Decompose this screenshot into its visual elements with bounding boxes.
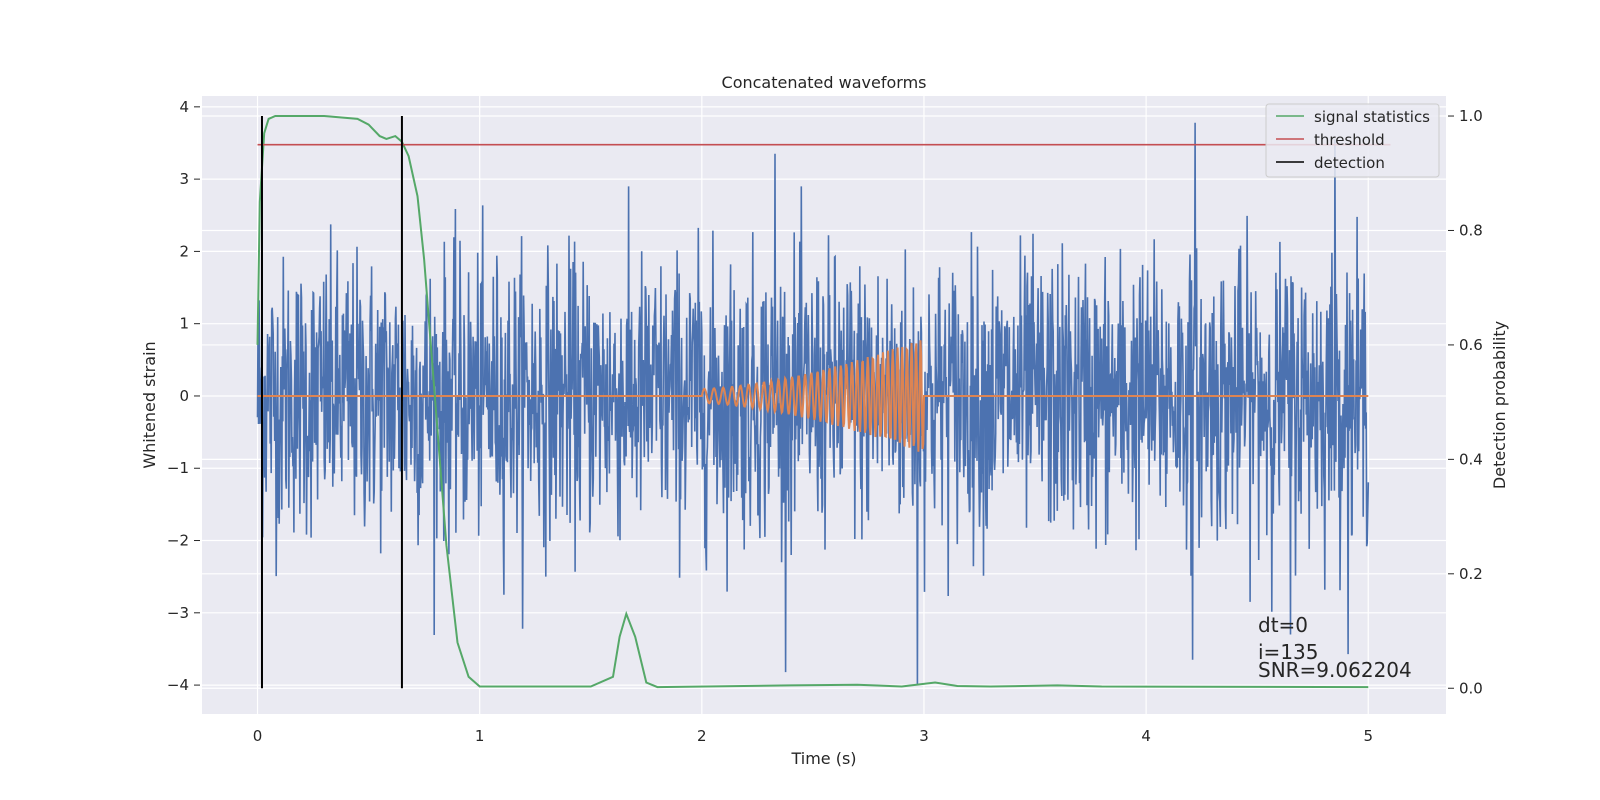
y2-tick-label: 0.4 bbox=[1459, 450, 1483, 468]
noise-series bbox=[256, 122, 1370, 686]
noise-line bbox=[256, 122, 1370, 686]
y2-tick-label: 0.8 bbox=[1459, 221, 1483, 239]
signal-statistics-series bbox=[256, 115, 1369, 689]
annotation-dt: dt=0 bbox=[1258, 613, 1308, 637]
y-tick-label: 1 bbox=[179, 315, 189, 333]
legend-label-signal-statistics: signal statistics bbox=[1314, 108, 1430, 126]
y-axis-ticks: −4 −3 −2 −1 0 1 2 3 4 bbox=[167, 98, 200, 694]
detection-series bbox=[260, 116, 403, 689]
legend-label-detection: detection bbox=[1314, 154, 1385, 172]
y-tick-label: −2 bbox=[167, 532, 189, 550]
y-tick-label: −3 bbox=[167, 604, 189, 622]
x-tick-label: 5 bbox=[1363, 727, 1373, 745]
x-axis-label: Time (s) bbox=[790, 749, 856, 768]
y-axis-label: Whitened strain bbox=[140, 341, 159, 468]
x-tick-label: 0 bbox=[253, 727, 263, 745]
x-tick-label: 3 bbox=[919, 727, 929, 745]
chirp-series bbox=[257, 340, 1369, 452]
signal-statistics-line bbox=[256, 115, 1369, 689]
legend-box bbox=[1265, 103, 1440, 178]
x-tick-label: 1 bbox=[475, 727, 485, 745]
x-axis-ticks: 0 1 2 3 4 5 bbox=[253, 727, 1373, 745]
y-tick-label: 2 bbox=[179, 242, 189, 260]
y-tick-label: −1 bbox=[167, 459, 189, 477]
y-tick-label: 0 bbox=[179, 387, 189, 405]
y-tick-label: 3 bbox=[179, 170, 189, 188]
legend: signal statistics threshold detection bbox=[1265, 103, 1440, 178]
y2-tick-label: 1.0 bbox=[1459, 107, 1483, 125]
chirp-line bbox=[257, 340, 1369, 452]
y2-tick-label: 0.2 bbox=[1459, 565, 1483, 583]
x-tick-label: 2 bbox=[697, 727, 707, 745]
y2-tick-label: 0.6 bbox=[1459, 336, 1483, 354]
x-tick-label: 4 bbox=[1141, 727, 1151, 745]
annotation-snr: SNR=9.062204 bbox=[1258, 658, 1412, 682]
annotation-i: i=135 bbox=[1258, 640, 1319, 664]
legend-label-threshold: threshold bbox=[1314, 131, 1385, 149]
y-tick-label: 4 bbox=[179, 98, 189, 116]
y2-tick-label: 0.0 bbox=[1459, 679, 1483, 697]
y2-axis-label: Detection probability bbox=[1490, 321, 1509, 489]
y-tick-label: −4 bbox=[167, 676, 189, 694]
chart-title: Concatenated waveforms bbox=[722, 73, 927, 92]
y2-axis-ticks: 0.0 0.2 0.4 0.6 0.8 1.0 bbox=[1448, 107, 1483, 697]
